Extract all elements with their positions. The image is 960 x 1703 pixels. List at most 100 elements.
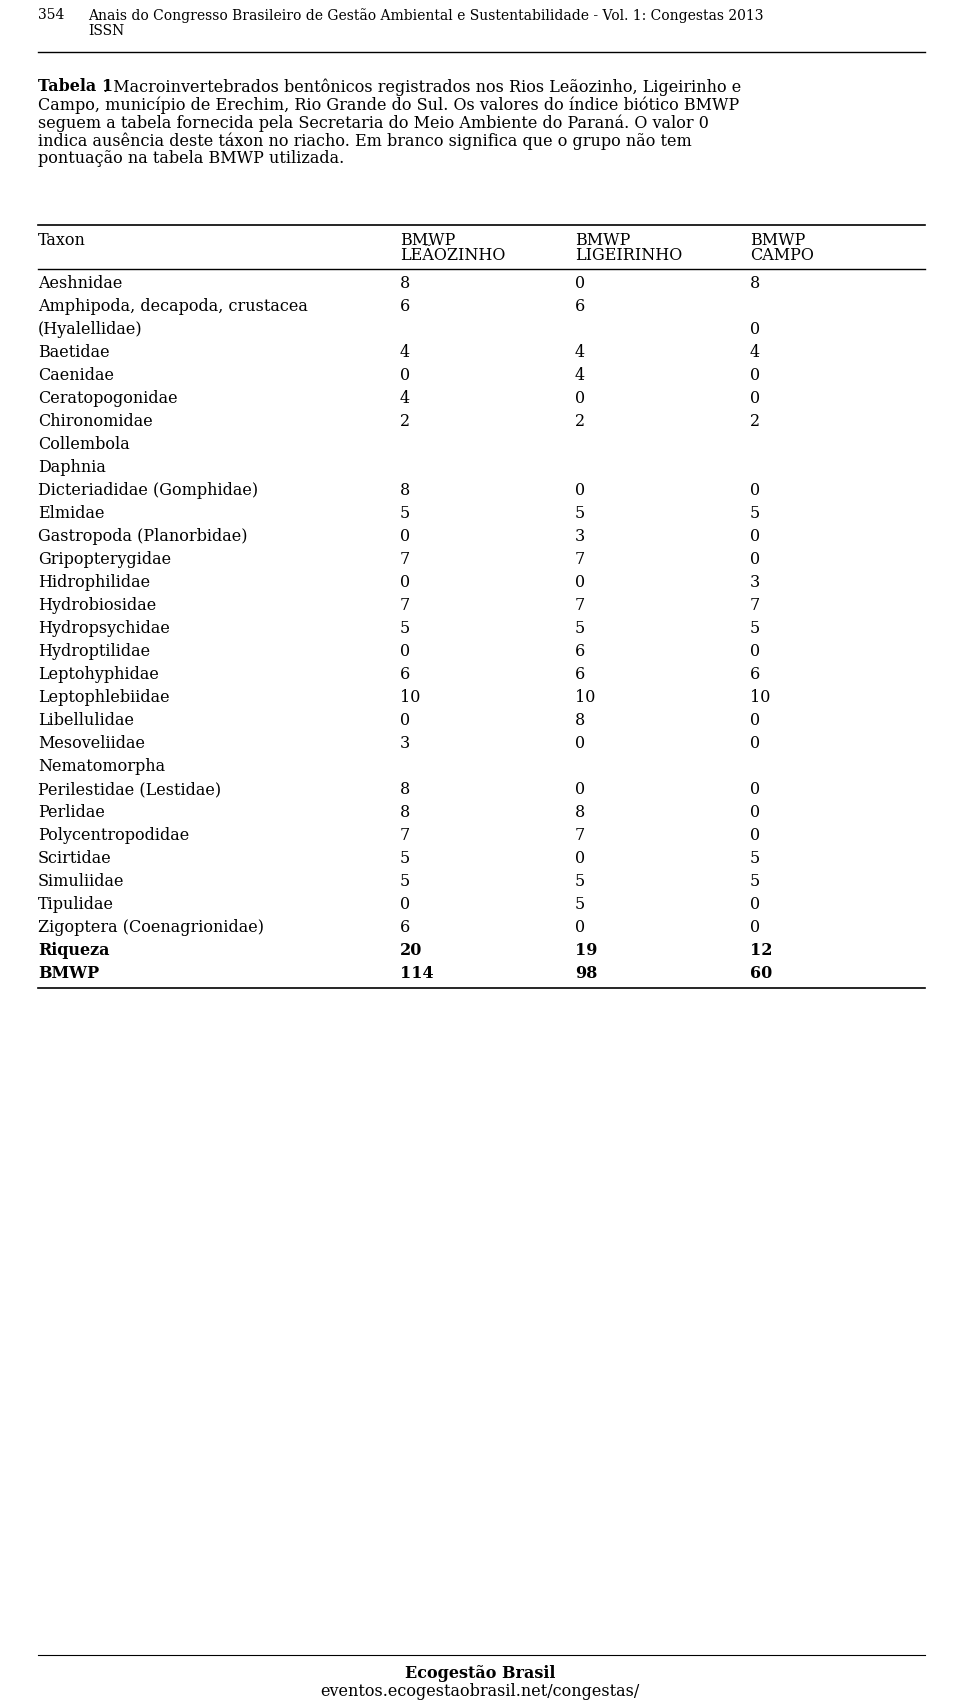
Text: 0: 0 [750,320,760,337]
Text: 7: 7 [400,552,410,569]
Text: eventos.ecogestaobrasil.net/congestas/: eventos.ecogestaobrasil.net/congestas/ [321,1683,639,1700]
Text: 5: 5 [750,850,760,867]
Text: Ecogestão Brasil: Ecogestão Brasil [405,1666,555,1683]
Text: 19: 19 [575,942,597,959]
Text: 8: 8 [400,274,410,291]
Text: 0: 0 [750,736,760,753]
Text: 5: 5 [575,620,586,637]
Text: 5: 5 [575,506,586,523]
Text: 8: 8 [575,804,586,821]
Text: 0: 0 [750,368,760,383]
Text: 7: 7 [400,828,410,845]
Text: Perilestidae (Lestidae): Perilestidae (Lestidae) [38,782,221,799]
Text: 0: 0 [750,896,760,913]
Text: 20: 20 [400,942,422,959]
Text: 4: 4 [400,390,410,407]
Text: 0: 0 [575,782,586,799]
Text: 5: 5 [575,896,586,913]
Text: 3: 3 [750,574,760,591]
Text: Campo, município de Erechim, Rio Grande do Sul. Os valores do índice biótico BMW: Campo, município de Erechim, Rio Grande … [38,95,739,114]
Text: CAMPO: CAMPO [750,247,814,264]
Text: Tipulidae: Tipulidae [38,896,114,913]
Text: Polycentropodidae: Polycentropodidae [38,828,189,845]
Text: Ceratopogonidae: Ceratopogonidae [38,390,178,407]
Text: 12: 12 [750,942,773,959]
Text: 0: 0 [750,482,760,499]
Text: 8: 8 [575,712,586,729]
Text: 7: 7 [575,828,586,845]
Text: 4: 4 [575,344,586,361]
Text: 0: 0 [400,896,410,913]
Text: 0: 0 [750,552,760,569]
Text: Hydrobiosidae: Hydrobiosidae [38,598,156,615]
Text: 5: 5 [750,874,760,891]
Text: seguem a tabela fornecida pela Secretaria do Meio Ambiente do Paraná. O valor 0: seguem a tabela fornecida pela Secretari… [38,114,708,131]
Text: 3: 3 [400,736,410,753]
Text: Hidrophilidae: Hidrophilidae [38,574,150,591]
Text: Scirtidae: Scirtidae [38,850,111,867]
Text: 0: 0 [750,804,760,821]
Text: BMWP: BMWP [575,232,631,249]
Text: 5: 5 [400,506,410,523]
Text: (Hyalellidae): (Hyalellidae) [38,320,143,337]
Text: Riqueza: Riqueza [38,942,109,959]
Text: Hydroptilidae: Hydroptilidae [38,644,150,661]
Text: 0: 0 [575,736,586,753]
Text: Simuliidae: Simuliidae [38,874,125,891]
Text: 5: 5 [400,850,410,867]
Text: 0: 0 [400,644,410,661]
Text: 60: 60 [750,966,772,983]
Text: 5: 5 [575,874,586,891]
Text: 6: 6 [575,644,586,661]
Text: 0: 0 [575,274,586,291]
Text: 0: 0 [575,482,586,499]
Text: 0: 0 [750,644,760,661]
Text: BMWP: BMWP [38,966,99,983]
Text: 5: 5 [400,874,410,891]
Text: 6: 6 [575,666,586,683]
Text: 3: 3 [575,528,586,545]
Text: 354: 354 [38,9,64,22]
Text: 2: 2 [750,414,760,429]
Text: 7: 7 [400,598,410,615]
Text: Tabela 1: Tabela 1 [38,78,113,95]
Text: 8: 8 [750,274,760,291]
Text: 2: 2 [400,414,410,429]
Text: 8: 8 [400,782,410,799]
Text: 0: 0 [400,368,410,383]
Text: LEÃOZINHO: LEÃOZINHO [400,247,505,264]
Text: 0: 0 [575,390,586,407]
Text: 0: 0 [400,574,410,591]
Text: 0: 0 [750,528,760,545]
Text: 2: 2 [575,414,586,429]
Text: Nematomorpha: Nematomorpha [38,758,165,775]
Text: 5: 5 [750,506,760,523]
Text: Caenidae: Caenidae [38,368,114,383]
Text: ISSN: ISSN [88,24,124,37]
Text: Leptohyphidae: Leptohyphidae [38,666,158,683]
Text: Collembola: Collembola [38,436,130,453]
Text: Dicteriadidae (Gomphidae): Dicteriadidae (Gomphidae) [38,482,258,499]
Text: Anais do Congresso Brasileiro de Gestão Ambiental e Sustentabilidade - Vol. 1: C: Anais do Congresso Brasileiro de Gestão … [88,9,763,22]
Text: LIGEIRINHO: LIGEIRINHO [575,247,683,264]
Text: 10: 10 [575,690,595,707]
Text: 0: 0 [750,390,760,407]
Text: 0: 0 [750,782,760,799]
Text: Chironomidae: Chironomidae [38,414,153,429]
Text: 5: 5 [400,620,410,637]
Text: Elmidae: Elmidae [38,506,105,523]
Text: 0: 0 [750,712,760,729]
Text: Mesoveliidae: Mesoveliidae [38,736,145,753]
Text: 0: 0 [750,920,760,937]
Text: 6: 6 [575,298,586,315]
Text: 6: 6 [400,920,410,937]
Text: 0: 0 [575,850,586,867]
Text: Hydropsychidae: Hydropsychidae [38,620,170,637]
Text: 5: 5 [750,620,760,637]
Text: Taxon: Taxon [38,232,85,249]
Text: 4: 4 [750,344,760,361]
Text: indica ausência deste táxon no riacho. Em branco significa que o grupo não tem: indica ausência deste táxon no riacho. E… [38,133,692,150]
Text: 114: 114 [400,966,434,983]
Text: 0: 0 [750,828,760,845]
Text: Daphnia: Daphnia [38,460,106,477]
